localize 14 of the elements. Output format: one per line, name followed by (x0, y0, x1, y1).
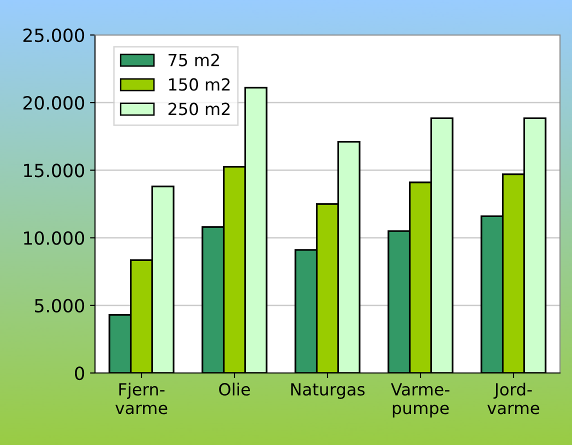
y-tick-label: 25.000 (23, 28, 84, 42)
y-tick-label: 0 (74, 366, 84, 380)
legend-label: 150 m2 (169, 78, 230, 91)
x-tick-label: Olie (219, 382, 250, 396)
legend-label: 75 m2 (168, 54, 219, 66)
x-tick-label: Naturgas (291, 383, 365, 399)
x-tick-label: Varme- pumpe (390, 383, 450, 418)
x-tick-label: Fjern- varme (115, 382, 168, 414)
y-tick-label: 10.000 (24, 231, 84, 245)
y-tick-label: 20.000 (23, 96, 84, 110)
y-tick-label: 5.000 (34, 298, 84, 313)
x-tick-label: Jord- varme (487, 382, 540, 414)
legend-label: 250 m2 (168, 102, 230, 116)
y-tick-label: 15.000 (24, 164, 84, 178)
